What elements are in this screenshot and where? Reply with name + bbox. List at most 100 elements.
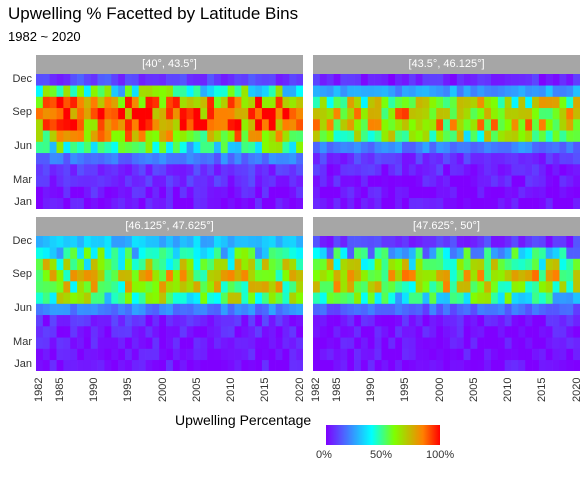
heatmap-cell <box>477 303 485 316</box>
heatmap-cell <box>268 359 276 371</box>
heatmap-cell <box>573 359 580 371</box>
heatmap-cell <box>275 247 283 259</box>
heatmap-cell <box>131 152 139 165</box>
heatmap-cell <box>241 281 249 293</box>
heatmap-cell <box>234 197 242 209</box>
heatmap-cell <box>56 74 64 86</box>
x-tick-label: 1985 <box>330 377 343 402</box>
heatmap-cell <box>518 236 526 248</box>
heatmap-cell <box>477 247 485 259</box>
heatmap-cell <box>422 303 430 316</box>
heatmap-cell <box>532 236 540 248</box>
heatmap-cell <box>347 130 355 142</box>
heatmap-cell <box>159 107 167 120</box>
heatmap-cell <box>179 314 187 327</box>
heatmap-cell <box>36 292 44 304</box>
heatmap-cell <box>77 152 85 165</box>
heatmap-cell <box>42 292 50 304</box>
heatmap-cell <box>97 236 105 248</box>
heatmap-cell <box>166 85 174 97</box>
heatmap-cell <box>261 96 270 109</box>
heatmap-cell <box>491 186 499 199</box>
heatmap-cell <box>402 258 410 271</box>
heatmap-cell <box>152 141 160 154</box>
heatmap-cell <box>275 348 283 361</box>
heatmap-cell <box>227 314 235 327</box>
heatmap-cell <box>573 186 580 199</box>
heatmap-cell <box>497 164 505 176</box>
heatmap-cell <box>193 314 201 327</box>
heatmap-cell <box>477 164 485 176</box>
heatmap-cell <box>395 175 403 187</box>
heatmap-cell <box>289 186 297 199</box>
heatmap-cell <box>97 74 105 86</box>
heatmap-cell <box>248 281 256 293</box>
heatmap-cell <box>248 141 256 154</box>
heatmap-cell <box>125 303 133 316</box>
heatmap-cell <box>138 359 146 371</box>
heatmap-cell <box>340 303 348 316</box>
heatmap-cell <box>200 74 208 86</box>
heatmap-cell <box>347 247 355 259</box>
heatmap-cell <box>248 314 256 327</box>
heatmap-cell <box>525 258 533 271</box>
heatmap-cell <box>333 269 341 282</box>
heatmap-cell <box>395 141 403 154</box>
heatmap-cell <box>395 337 403 349</box>
heatmap-cell <box>449 197 458 209</box>
heatmap-cell <box>532 152 540 165</box>
heatmap-cell <box>131 337 139 349</box>
heatmap-cell <box>214 303 222 316</box>
heatmap-cell <box>145 292 153 304</box>
heatmap-cell <box>248 236 256 248</box>
heatmap-cell <box>282 269 290 282</box>
heatmap-cell <box>367 130 375 142</box>
heatmap-cell <box>275 130 283 142</box>
heatmap-cell <box>227 258 235 271</box>
heatmap-cell <box>525 348 533 361</box>
heatmap-cell <box>118 292 126 304</box>
heatmap-cell <box>104 337 112 349</box>
heatmap-cell <box>42 74 50 86</box>
heatmap-cell <box>77 292 85 304</box>
heatmap-cell <box>248 164 256 176</box>
heatmap-cell <box>172 292 181 304</box>
heatmap-cell <box>545 96 553 109</box>
heatmap-cell <box>552 197 560 209</box>
heatmap-cell <box>207 303 215 316</box>
heatmap-cell <box>49 337 57 349</box>
heatmap-cell <box>193 186 201 199</box>
heatmap-cell <box>56 326 64 338</box>
heatmap-cell <box>333 107 341 120</box>
heatmap-cell <box>56 348 64 361</box>
heatmap-cell <box>367 269 375 282</box>
heatmap-cell <box>90 314 98 327</box>
heatmap-cell <box>518 314 526 327</box>
heatmap-cell <box>388 197 396 209</box>
facet-strip: [46.125°, 47.625°] <box>36 217 303 236</box>
heatmap-cell <box>214 186 222 199</box>
heatmap-cell <box>402 175 410 187</box>
heatmap-cell <box>367 303 375 316</box>
heatmap-cell <box>429 152 437 165</box>
x-tick-label: 1982 <box>33 377 46 402</box>
heatmap-cell <box>268 337 276 349</box>
heatmap-cell <box>552 303 560 316</box>
heatmap-cell <box>125 269 133 282</box>
heatmap-cell <box>395 236 403 248</box>
heatmap-cell <box>63 175 71 187</box>
heatmap-cell <box>166 348 174 361</box>
heatmap-cell <box>374 107 382 120</box>
heatmap-cell <box>340 197 348 209</box>
heatmap-cell <box>456 258 464 271</box>
heatmap-cell <box>268 74 276 86</box>
heatmap-cell <box>56 359 64 371</box>
heatmap-cell <box>525 236 533 248</box>
heatmap-cell <box>207 281 215 293</box>
heatmap-cell <box>573 269 580 282</box>
heatmap-cell <box>538 269 547 282</box>
heatmap-cell <box>255 74 263 86</box>
heatmap-cell <box>415 269 423 282</box>
heatmap-cell <box>227 337 235 349</box>
heatmap-cell <box>268 269 276 282</box>
